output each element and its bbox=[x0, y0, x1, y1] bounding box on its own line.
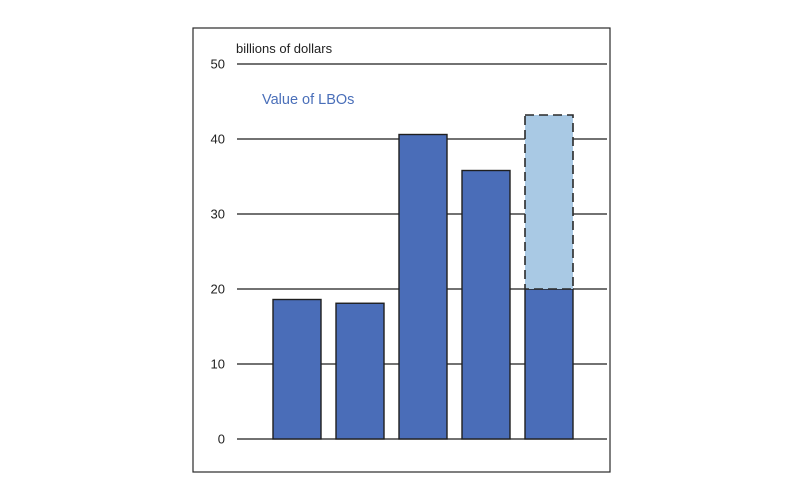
y-tick-labels: 0 10 20 30 40 50 bbox=[211, 57, 225, 447]
bar-4 bbox=[461, 169, 511, 440]
bar-1 bbox=[272, 298, 322, 440]
y-tick-label-50: 50 bbox=[211, 57, 225, 72]
bar-5 bbox=[524, 288, 574, 440]
y-axis-label: billions of dollars bbox=[236, 41, 333, 56]
y-tick-label-0: 0 bbox=[218, 432, 225, 447]
y-tick-label-10: 10 bbox=[211, 357, 225, 372]
bar-5-estimated-portion bbox=[524, 114, 574, 290]
y-tick-label-40: 40 bbox=[211, 132, 225, 147]
bar-3 bbox=[398, 133, 448, 440]
bars bbox=[272, 114, 574, 440]
bar-2 bbox=[335, 302, 385, 440]
y-tick-label-20: 20 bbox=[211, 282, 225, 297]
legend-value-of-lbos: Value of LBOs bbox=[262, 92, 354, 108]
y-tick-label-30: 30 bbox=[211, 207, 225, 222]
